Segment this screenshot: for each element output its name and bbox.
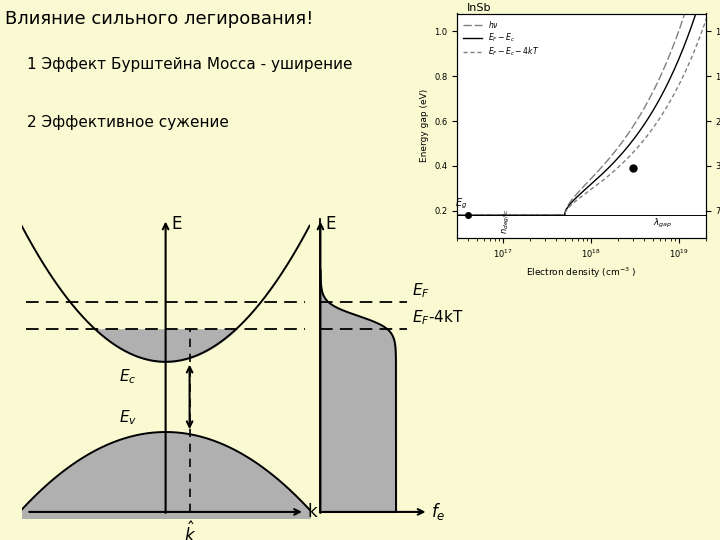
Text: $\lambda_{gap}$: $\lambda_{gap}$: [652, 217, 672, 230]
Line: $h\nu$: $h\nu$: [441, 0, 714, 215]
$E_F -E_c -4kT$: [703, 11, 712, 18]
Legend: $h\nu$, $E_F -E_c$, $E_F -E_c -4kT$: $h\nu$, $E_F -E_c$, $E_F -E_c -4kT$: [461, 17, 541, 59]
$E_F -E_c -4kT$: [661, 106, 670, 113]
$h\nu$: [437, 212, 446, 218]
$E_F -E_c -4kT$: [437, 212, 446, 218]
Y-axis label: Energy gap (eV): Energy gap (eV): [420, 89, 428, 162]
Line: $E_F -E_c$: $E_F -E_c$: [441, 0, 714, 215]
$E_F -E_c -4kT$: [600, 176, 608, 183]
$E_F -E_c$: [585, 183, 593, 189]
$h\nu$: [569, 195, 577, 202]
$E_F -E_c -4kT$: [567, 202, 575, 208]
Text: InSb: InSb: [467, 3, 492, 13]
$E_F -E_c$: [437, 212, 446, 218]
Text: $\hat{k}$: $\hat{k}$: [184, 521, 196, 540]
$h\nu$: [567, 198, 575, 204]
X-axis label: Electron density (cm$^{-3}$ ): Electron density (cm$^{-3}$ ): [526, 265, 636, 280]
Text: E: E: [325, 215, 336, 233]
Text: $E_g$: $E_g$: [454, 197, 467, 211]
Text: $E_c$: $E_c$: [120, 367, 137, 386]
Text: 1 Эффект Бурштейна Мосса - уширение: 1 Эффект Бурштейна Мосса - уширение: [27, 57, 353, 72]
$E_F -E_c$: [661, 85, 670, 92]
$E_F -E_c$: [567, 200, 575, 206]
Line: $E_F -E_c -4kT$: $E_F -E_c -4kT$: [441, 0, 714, 215]
Text: 2 Эффективное сужение: 2 Эффективное сужение: [27, 115, 229, 130]
$h\nu$: [585, 177, 593, 184]
Text: $f_e$: $f_e$: [431, 502, 446, 522]
Text: $E_v$: $E_v$: [119, 408, 137, 427]
$E_F -E_c$: [569, 198, 577, 205]
Text: k: k: [307, 503, 317, 521]
$E_F -E_c$: [600, 169, 608, 176]
Text: Влияние сильного легирования!: Влияние сильного легирования!: [4, 10, 313, 28]
$E_F -E_c -4kT$: [585, 187, 593, 194]
$h\nu$: [661, 63, 670, 69]
Text: $E_F$-4kT: $E_F$-4kT: [412, 308, 464, 327]
Text: $E_F$: $E_F$: [412, 281, 430, 300]
$E_F -E_c -4kT$: [569, 200, 577, 207]
$h\nu$: [600, 161, 608, 168]
Text: E: E: [171, 215, 181, 233]
Text: $n_{deg/tc}$: $n_{deg/tc}$: [501, 208, 513, 234]
